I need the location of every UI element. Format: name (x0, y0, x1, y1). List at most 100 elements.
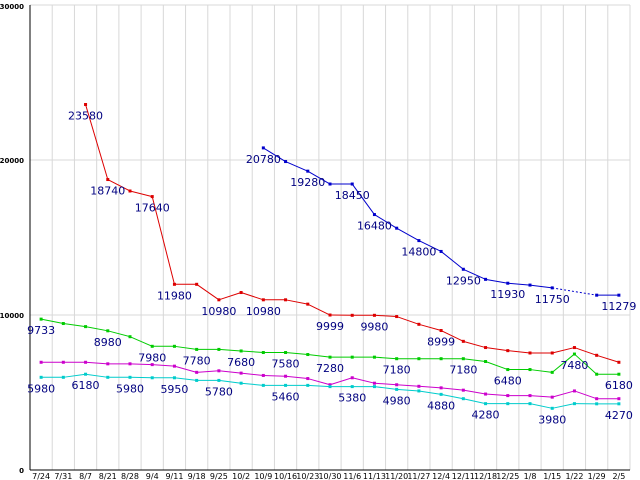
data-label-blue: 16480 (357, 220, 392, 233)
series-cyan-line (418, 390, 442, 395)
series-magenta-point (306, 377, 310, 381)
series-green-point (572, 352, 576, 356)
series-green-point (528, 368, 532, 372)
series-green-line (374, 356, 397, 360)
y-tick-label: 10000 (0, 312, 24, 320)
series-blue-point (261, 146, 265, 150)
x-tick-label: 10/9 (254, 472, 272, 480)
series-cyan-point (350, 385, 354, 389)
series-blue-line (529, 284, 553, 289)
series-green-point (239, 349, 243, 353)
series-red-point (417, 322, 421, 326)
series-red-line (151, 196, 175, 285)
series-blue-point (550, 286, 554, 290)
x-tick-label: 8/21 (99, 472, 117, 480)
series-green-point (61, 322, 65, 326)
series-green-line (574, 353, 598, 375)
series-red-line (107, 179, 131, 192)
series-red-line (463, 340, 486, 349)
x-tick-label: 7/24 (32, 472, 50, 480)
x-tick-label: 9/11 (165, 472, 183, 480)
series-red-line (507, 350, 531, 354)
series-green-line (285, 352, 308, 356)
series-red-line (396, 316, 420, 325)
series-red-line (307, 303, 331, 316)
series-magenta-line (196, 370, 219, 373)
series-green-line (107, 330, 131, 338)
series-magenta-point (195, 370, 199, 374)
series-blue-line (463, 268, 486, 280)
x-tick-label: 1/15 (543, 472, 561, 480)
series-blue-point (372, 213, 376, 217)
series-cyan-point (595, 402, 599, 406)
data-label-blue: 12950 (446, 274, 481, 287)
series-green-line (174, 345, 197, 350)
x-tick-label: 11/6 (343, 472, 361, 480)
series-green-point (595, 372, 599, 376)
series-magenta-point (595, 397, 599, 401)
data-label-red: 9980 (360, 320, 388, 333)
series-magenta-point (128, 362, 132, 366)
series-green-point (328, 355, 332, 359)
series-red-point (550, 351, 554, 355)
data-label-green: 7180 (383, 364, 411, 377)
series-magenta-line (263, 374, 286, 377)
series-green-line (41, 318, 64, 325)
series-blue-line (507, 282, 531, 286)
x-tick-label: 11/27 (407, 472, 430, 480)
x-tick-label: 10/2 (232, 472, 250, 480)
series-cyan-line (529, 403, 553, 409)
series-magenta-point (484, 392, 488, 396)
x-tick-label: 9/4 (146, 472, 159, 480)
data-label-cyan: 5380 (338, 392, 366, 405)
series-green-point (484, 360, 488, 363)
series-red-point (395, 315, 399, 319)
series-cyan-point (328, 385, 332, 389)
data-label-blue: 14800 (401, 246, 436, 259)
series-red-line (374, 314, 397, 318)
data-label-green: 7480 (560, 359, 588, 372)
series-magenta-line (529, 395, 553, 398)
x-tick-label: 11/20 (385, 472, 408, 480)
series-magenta-point (550, 395, 554, 399)
series-magenta-line (241, 372, 264, 376)
x-tick-label: 12/25 (496, 472, 519, 480)
data-label-green: 6480 (494, 375, 522, 388)
series-blue-line (396, 227, 420, 242)
series-blue-point (284, 160, 288, 164)
series-green-point (417, 357, 421, 361)
series-red-line (418, 323, 442, 331)
series-magenta-point (617, 397, 621, 401)
series-blue-line (351, 183, 375, 215)
series-red-point (595, 353, 599, 357)
series-red-point (150, 195, 154, 199)
series-red-point (328, 313, 332, 317)
data-label-cyan: 4280 (472, 409, 500, 422)
series-red-point (506, 349, 510, 353)
series-magenta-line (152, 364, 175, 367)
data-label-green: 9733 (27, 324, 55, 337)
series-cyan-point (106, 375, 110, 379)
series-cyan-point (306, 383, 310, 387)
data-label-cyan: 5980 (116, 382, 144, 395)
series-cyan-line (552, 403, 575, 409)
series-magenta-point (528, 394, 532, 398)
series-cyan-point (528, 402, 532, 406)
series-red-line (196, 283, 220, 301)
chart-series (39, 103, 621, 410)
series-blue-line (285, 161, 308, 172)
series-cyan-line (63, 373, 86, 378)
series-red-point (172, 282, 176, 286)
x-tick-label: 12/4 (432, 472, 450, 480)
y-tick-label: 20000 (0, 157, 24, 165)
chart-data-labels: 20780 19280 18450 16480 14800 12950 11930 11750… (27, 110, 636, 427)
series-cyan-point (61, 375, 65, 379)
series-magenta-line (574, 390, 597, 400)
series-cyan-point (217, 378, 221, 382)
series-cyan-point (284, 383, 288, 387)
series-red-point (572, 346, 576, 350)
series-green-point (372, 355, 376, 359)
series-magenta-point (395, 383, 399, 387)
series-magenta-point (150, 363, 154, 367)
series-magenta-point (239, 371, 243, 375)
